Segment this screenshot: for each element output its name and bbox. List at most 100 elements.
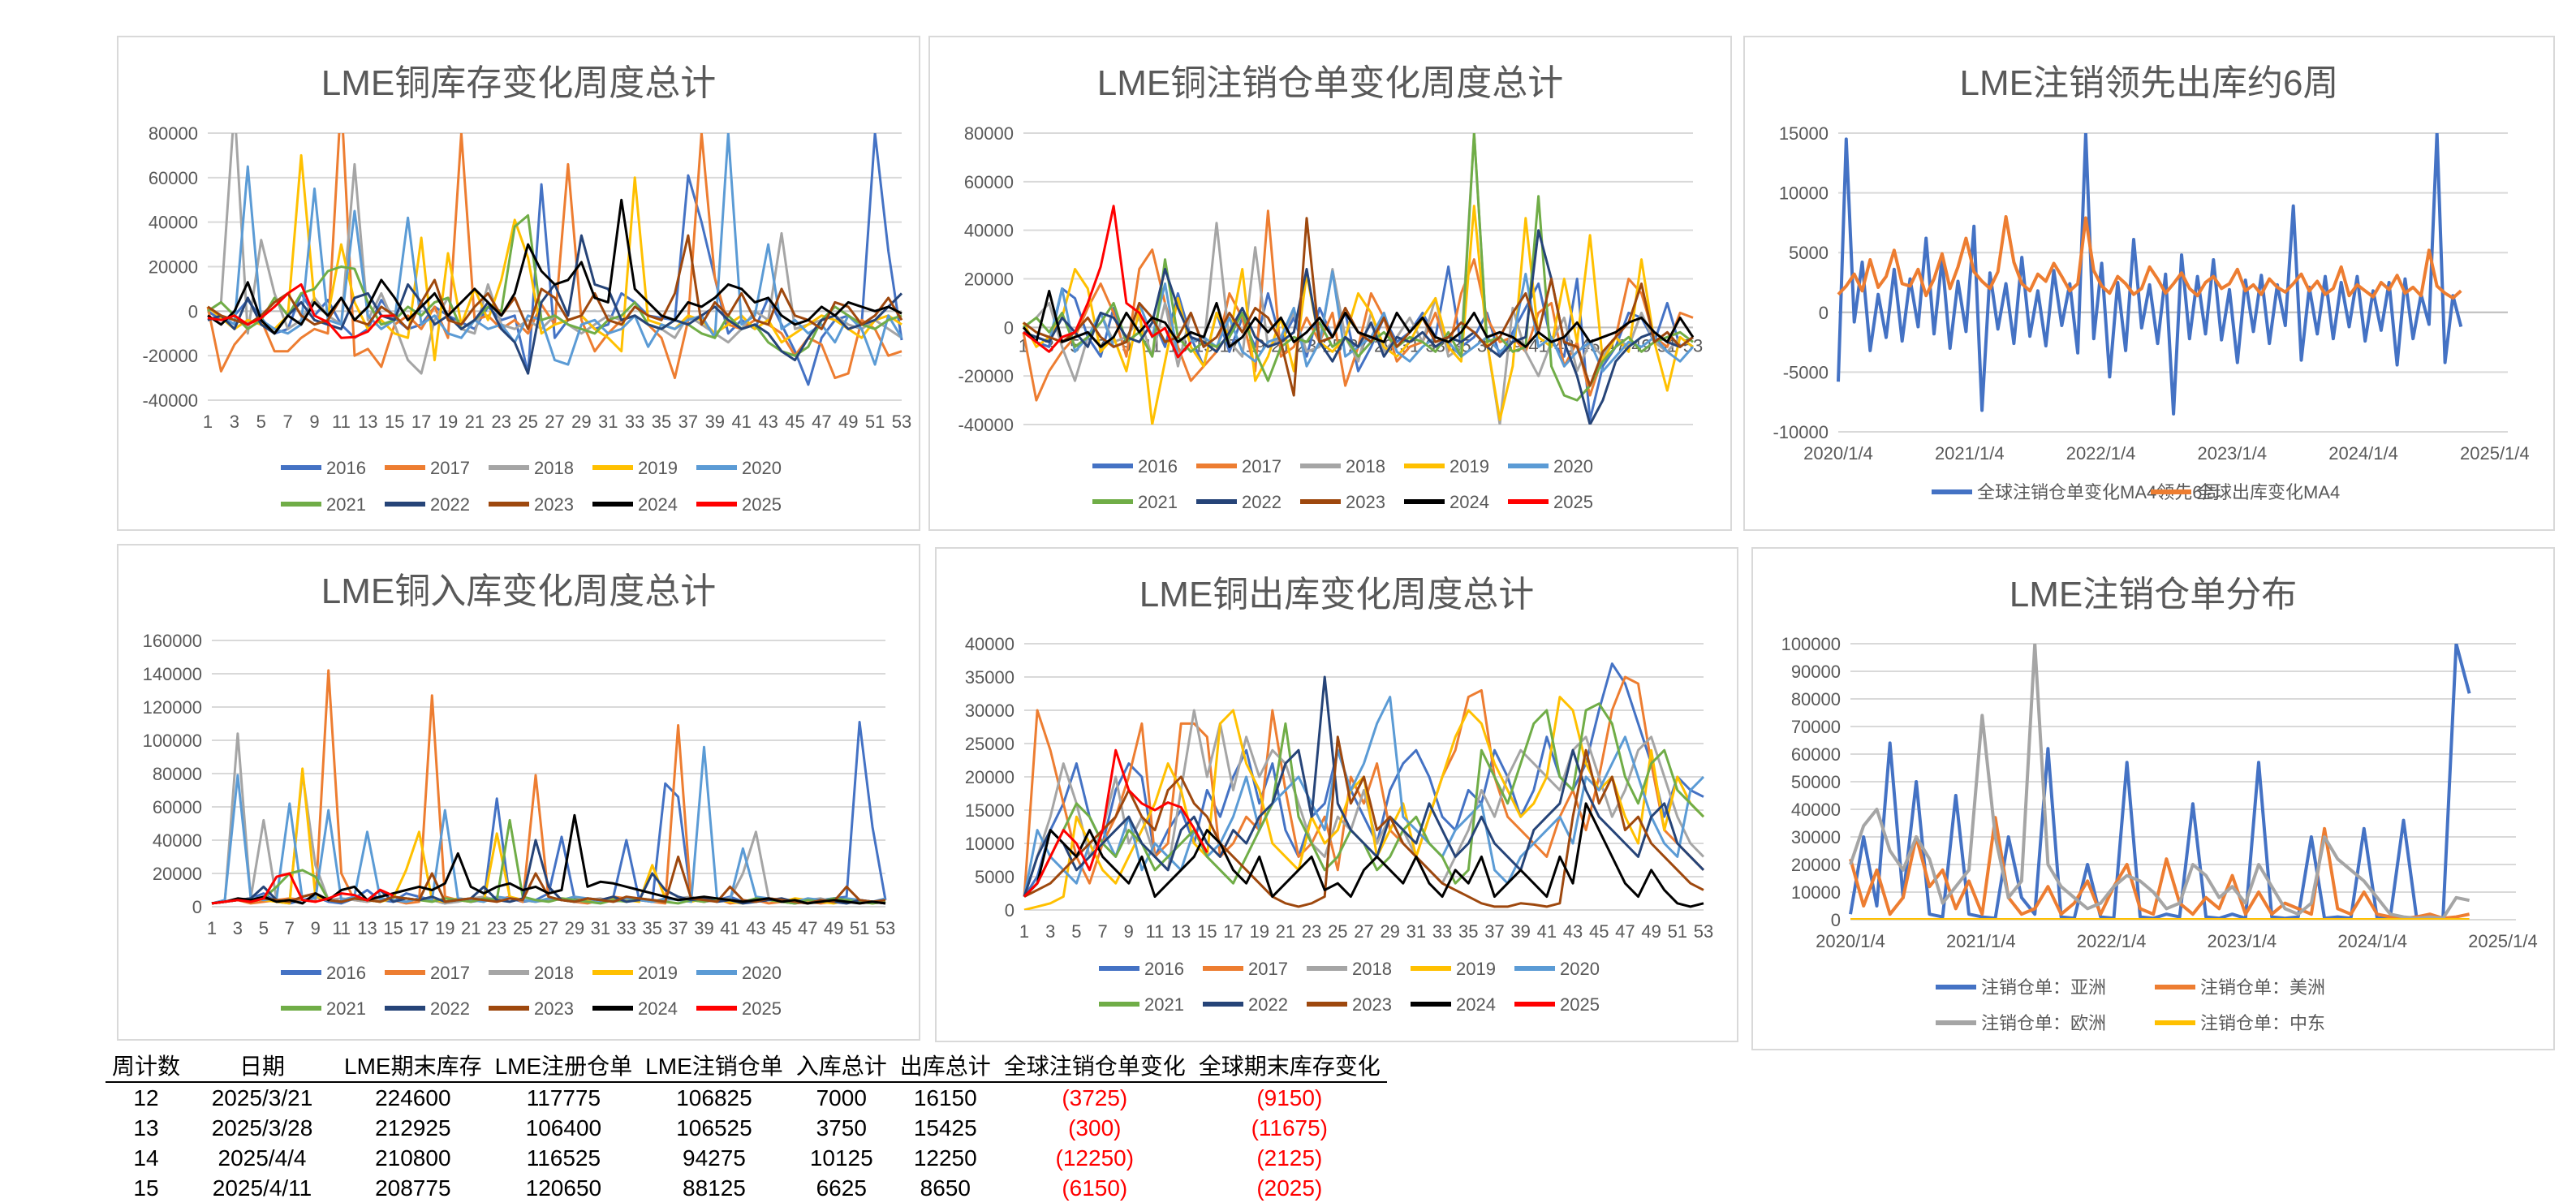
header-registered: LME注册仓单 [488,1049,640,1083]
x-tick-label: 2023/1/4 [2208,931,2277,951]
cell-inflow: 6625 [816,1175,867,1201]
legend-label: 2021 [1138,492,1178,512]
header-ending-stock: LME期末库存 [338,1049,489,1083]
chart-panel-inflow: LME铜入库变化周度总计 160000 140000 120000 100000 800… [117,544,920,1041]
chart-title: LME注销仓单分布 [2009,575,2298,614]
y-tick-label: 60000 [149,168,198,188]
series-line-2021 [207,213,902,357]
x-tick-label: 2021/1/4 [1946,931,2016,951]
x-tick-label: 3 [230,412,239,432]
chart-svg-inflow: 1600001400001200001000008000060000400002… [143,631,896,1019]
chart-title: LME注销领先出库约6周 [1959,63,2339,103]
y-tick-label: 5000 [1789,243,1829,263]
y-tick-label: 30000 [965,701,1014,721]
x-tick-label: 21 [1276,921,1295,942]
series-line-2025 [207,282,395,339]
x-tick-label: 45 [772,918,791,938]
x-tick-label: 1 [1019,921,1029,942]
summary-table: 周计数 日期 LME期末库存 LME注册仓单 LME注销仓单 入库总计 出库总计… [106,1049,1387,1203]
x-tick-label: 15 [383,918,403,938]
y-tick-label: 60000 [1791,744,1841,765]
series-line-2016 [207,133,903,386]
x-tick-label: 15 [385,412,404,432]
x-tick-label: 2021/1/4 [1935,443,2005,464]
cell-week: 14 [133,1145,159,1171]
x-tick-label: 27 [539,918,558,938]
y-tick-label: 5000 [975,867,1014,887]
x-tick-label: 21 [461,918,480,938]
series-line-2023 [1023,735,1704,908]
x-tick-label: 17 [409,918,429,938]
x-tick-label: 51 [865,412,885,432]
cell-registered: 116525 [526,1145,601,1171]
series-line-注销仓单：美洲 [1849,816,2470,920]
y-tick-label: 50000 [1791,772,1841,792]
chart-panel-cancelled: LME铜注销仓单变化周度总计 80000 60000 40000 20000 0 -200… [928,36,1732,531]
x-tick-label: 41 [1537,921,1557,942]
chart-svg-outflow: 40000 35000 30000 25000 20000 15000 10000 5000 0… [965,634,1713,1015]
y-tick-label: 80000 [1791,689,1841,709]
series-line-2025 [211,872,394,905]
legend-label: 2019 [1450,456,1489,476]
cell-date: 2025/3/28 [211,1115,313,1140]
x-tick-label: 31 [1406,921,1426,942]
series-line-2024 [207,198,902,335]
legend-label: 2019 [1456,959,1496,979]
x-tick-label: 3 [1045,921,1055,942]
x-tick-label: 39 [1510,921,1530,942]
legend-label: 2016 [326,963,366,983]
cell-week: 12 [133,1084,159,1110]
legend-label: 2016 [1138,456,1178,476]
cell-inflow: 3750 [816,1115,867,1140]
x-tick-label: 37 [1484,921,1504,942]
x-tick-label: 5 [256,412,266,432]
x-tick-label: 25 [518,412,537,432]
cell-outflow: 15425 [913,1115,977,1140]
x-tick-label: 49 [824,918,843,938]
y-tick-label: 80000 [149,123,198,144]
cell-stock-change: (9150) [1256,1084,1323,1110]
table-row: 13 2025/3/28 212925 106400 106525 3750 1… [106,1113,1387,1143]
x-tick-label: 17 [1223,921,1243,942]
cell-stock-change: (11675) [1251,1115,1329,1140]
y-tick-label: 0 [188,301,198,321]
cell-date: 2025/4/11 [212,1175,312,1201]
x-tick-label: 2020/1/4 [1803,443,1873,464]
cell-date: 2025/3/21 [211,1084,313,1110]
header-stock-change: 全球期末库存变化 [1191,1049,1387,1083]
legend-label: 2020 [1553,456,1593,476]
cell-cancelled: 106525 [676,1115,752,1140]
legend-label: 2021 [326,998,366,1019]
y-tick-label: 40000 [153,830,202,851]
series-line-2020 [1023,696,1705,897]
y-tick-label: 15000 [965,800,1014,821]
x-tick-label: 5 [1071,921,1081,942]
legend-label: 2021 [1144,994,1184,1015]
x-tick-label: 25 [513,918,532,938]
y-tick-label: 40000 [1791,800,1841,820]
x-tick-label: 2025/1/4 [2468,931,2538,951]
y-tick-label: 0 [1004,317,1014,338]
y-tick-label: 20000 [1791,855,1841,875]
cell-registered: 117775 [526,1084,601,1110]
x-tick-label: 35 [1458,921,1478,942]
y-tick-label: 60000 [964,172,1014,192]
x-tick-label: 11 [332,918,351,938]
x-tick-label: 2025/1/4 [2460,443,2530,464]
y-tick-label: 40000 [964,221,1014,241]
x-tick-label: 33 [1432,921,1452,942]
x-tick-label: 3 [233,918,243,938]
x-tick-label: 49 [1641,921,1661,942]
y-tick-label: 35000 [965,667,1014,688]
x-tick-label: 5 [259,918,269,938]
legend-label: 2017 [430,963,470,983]
cell-cancel-change: (3725) [1062,1084,1128,1110]
legend-label: 2019 [638,458,678,478]
series-line-2024 [1023,802,1704,908]
x-tick-label: 2024/1/4 [2337,931,2407,951]
legend-label: 注销仓单：亚洲 [1981,977,2106,998]
legend-label: 2024 [1450,492,1489,512]
legend-label: 2025 [1553,492,1593,512]
y-tick-label: 20000 [149,257,198,278]
